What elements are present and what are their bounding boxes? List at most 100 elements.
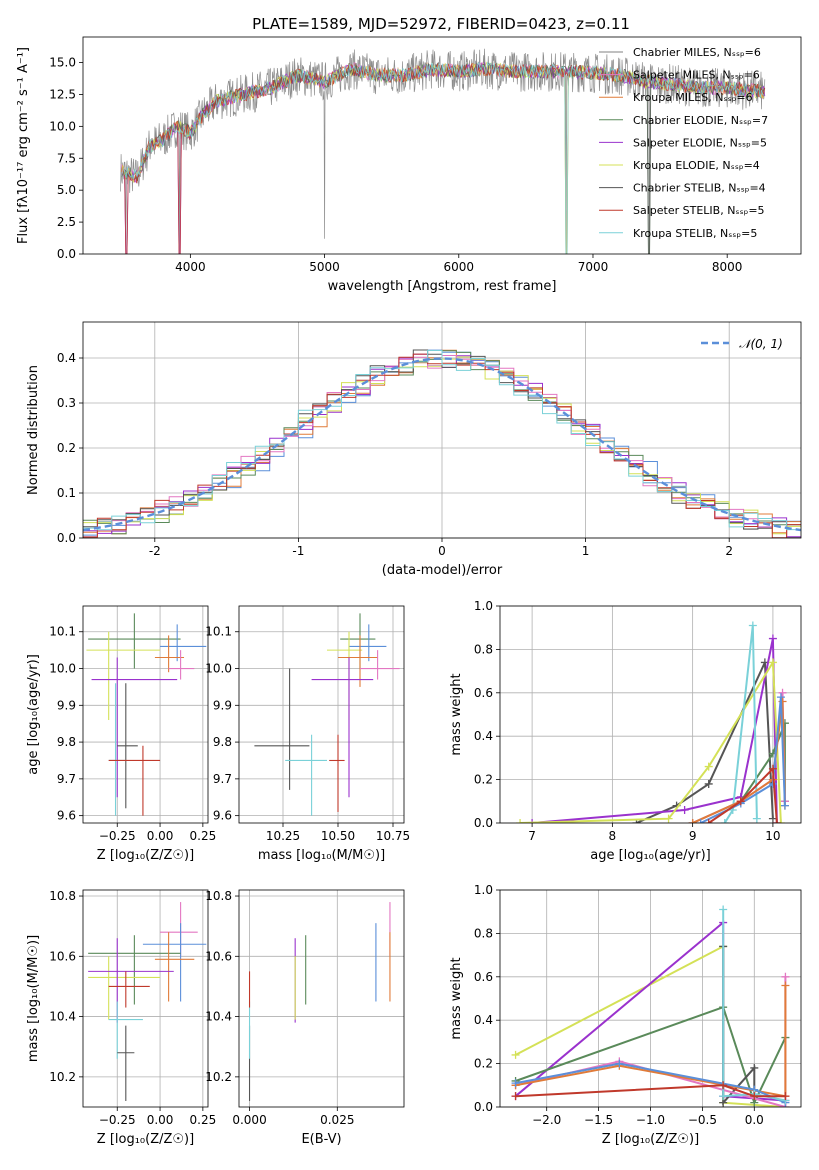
spectrum-line — [123, 61, 765, 254]
x-tick-label: −0.25 — [99, 1113, 136, 1127]
x-tick-label: 8 — [609, 829, 617, 843]
weight-marker — [776, 819, 785, 823]
panel-age-vs-mass: 10.25 10.50 10.75 9.6 9.7 9.8 9.9 10.0 10.1 mass … — [205, 605, 410, 863]
weight-marker — [768, 764, 777, 773]
panel-massweight-vs-age: 7 8 9 10 0.0 0.2 0.4 0.6 0.8 1.0 age [log₁₀(age/yr… — [449, 599, 802, 863]
x-tick-label: 0.25 — [190, 1113, 217, 1127]
errorbar-point — [108, 1001, 143, 1059]
x-tick-label: 9 — [689, 829, 697, 843]
weight-marker — [704, 819, 713, 823]
legend-entry: Kroupa MILES, Nₛₛₚ=6 — [633, 91, 753, 104]
errorbar-point — [91, 657, 178, 798]
y-tick-label: 10.0 — [49, 119, 76, 133]
y-tick-label: 0.0 — [474, 1100, 493, 1114]
weight-marker — [750, 1063, 759, 1072]
legend-entry: Kroupa ELODIE, Nₛₛₚ=4 — [633, 159, 760, 172]
plot-area — [83, 349, 801, 538]
x-tick-label: 0.0 — [745, 1113, 764, 1127]
y-tick-label: 10.1 — [205, 625, 232, 639]
errorbar-point — [154, 635, 185, 673]
y-tick-label: 9.6 — [213, 809, 232, 823]
y-tick-label: 0.3 — [57, 396, 76, 410]
axes-frame — [238, 889, 405, 1108]
weight-marker — [511, 1050, 520, 1059]
y-tick-label: 0.1 — [57, 486, 76, 500]
weight-marker — [664, 814, 673, 823]
weight-marker — [704, 779, 713, 788]
legend-entry: Kroupa STELIB, Nₛₛₚ=5 — [633, 227, 757, 240]
x-tick-label: 6000 — [444, 260, 475, 274]
x-tick-label: 2 — [725, 544, 733, 558]
x-tick-label: 5000 — [309, 260, 340, 274]
weight-marker — [772, 819, 781, 823]
x-tick-label: 0.000 — [232, 1113, 266, 1127]
y-axis-label: Normed distribution — [26, 365, 41, 495]
legend-entry: Chabrier STELIB, Nₛₛₚ=4 — [633, 182, 766, 195]
y-tick-label: 7.5 — [57, 151, 76, 165]
plot-area — [88, 902, 207, 1101]
plot-area — [511, 905, 790, 1107]
x-tick-label: 10.25 — [266, 829, 300, 843]
errorbar-point — [168, 650, 195, 680]
x-tick-label: 0.25 — [190, 829, 217, 843]
weight-marker — [768, 634, 777, 643]
weight-marker — [528, 819, 537, 823]
errorbar-point — [327, 631, 363, 721]
x-tick-label: −1.5 — [584, 1113, 613, 1127]
x-tick-label: 0.00 — [147, 1113, 174, 1127]
plot-area — [516, 621, 789, 823]
x-tick-label: 10.50 — [321, 829, 355, 843]
y-tick-label: 10.4 — [49, 1010, 76, 1024]
y-tick-label: 15.0 — [49, 56, 76, 70]
x-tick-label: 1 — [582, 544, 590, 558]
legend-entry: 𝒩(0, 1) — [739, 337, 783, 351]
weight-line — [515, 1084, 786, 1098]
y-tick-label: 9.7 — [213, 772, 232, 786]
weight-marker — [768, 814, 777, 823]
axes-frame — [82, 889, 209, 1108]
plot-area — [120, 48, 766, 254]
weight-marker — [781, 1092, 790, 1101]
weight-marker — [704, 762, 713, 771]
y-tick-label: 0.4 — [474, 729, 493, 743]
spectrum-line — [123, 62, 766, 254]
y-tick-label: 9.6 — [57, 809, 76, 823]
errorbar-point — [338, 635, 378, 687]
y-tick-label: 10.2 — [49, 1070, 76, 1084]
errorbar-point — [108, 971, 150, 1008]
figure-title: PLATE=1589, MJD=52972, FIBERID=0423, z=0… — [252, 15, 630, 33]
x-tick-label: 0.00 — [147, 829, 174, 843]
y-tick-label: 0.0 — [57, 247, 76, 261]
weight-marker — [781, 972, 790, 981]
weight-marker — [511, 1092, 520, 1101]
x-axis-label: (data-model)/error — [382, 563, 503, 578]
y-tick-label: 0.4 — [474, 1013, 493, 1027]
errorbar-point — [88, 613, 181, 669]
weight-marker — [615, 1059, 624, 1068]
weight-marker — [720, 819, 729, 823]
plot-area — [86, 613, 207, 816]
weight-marker — [696, 819, 705, 823]
legend-entry: Salpeter MILES, Nₛₛₚ=6 — [633, 69, 760, 82]
x-tick-label: 0 — [438, 544, 446, 558]
x-tick-label: 7 — [528, 829, 536, 843]
x-axis-label: Z [log₁₀(Z/Z☉)] — [97, 1132, 194, 1147]
legend-entry: Salpeter STELIB, Nₛₛₚ=5 — [633, 204, 765, 217]
x-tick-label: 0.025 — [320, 1113, 354, 1127]
x-tick-label: -2 — [149, 544, 161, 558]
y-axis-label: mass weight — [449, 673, 464, 755]
weight-marker — [688, 819, 697, 823]
x-tick-label: 10.75 — [376, 829, 410, 843]
weight-line — [515, 985, 787, 1098]
y-tick-label: 10.0 — [205, 662, 232, 676]
y-tick-label: 0.8 — [474, 926, 493, 940]
y-tick-label: 0.8 — [474, 642, 493, 656]
y-tick-label: 2.5 — [57, 215, 76, 229]
x-tick-label: 10 — [765, 829, 780, 843]
weight-marker — [511, 1079, 520, 1088]
weight-line — [708, 766, 778, 823]
y-axis-label: mass weight — [449, 957, 464, 1039]
y-tick-label: 9.8 — [213, 735, 232, 749]
errorbar-point — [142, 923, 207, 1002]
errorbar-point — [160, 624, 207, 662]
